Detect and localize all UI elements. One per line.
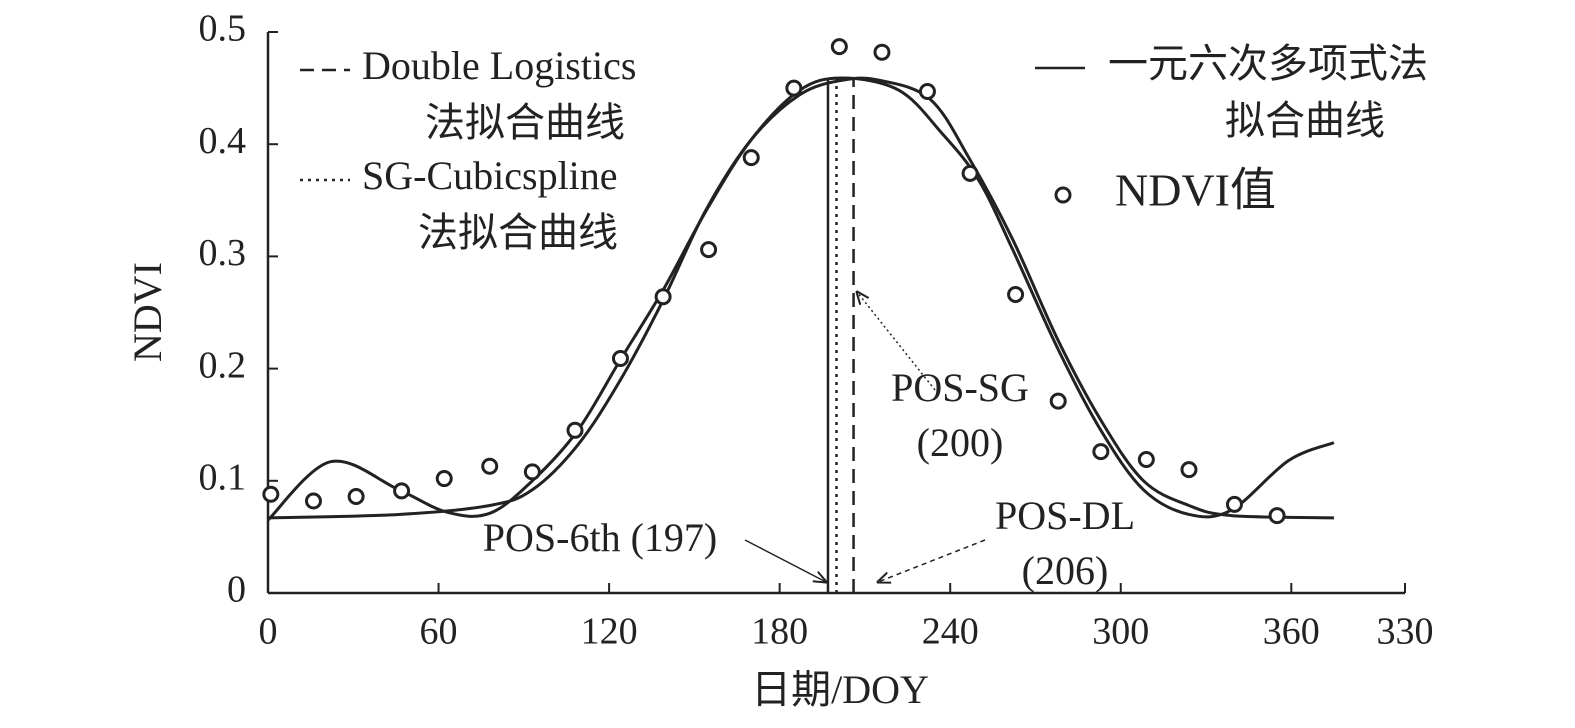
ndvi-point [611,350,629,368]
pos-label: POS-DL [995,493,1135,538]
ndvi-point [347,488,365,506]
ndvi-point [785,79,803,97]
ndvi-point [1180,461,1198,479]
pos-arrow [857,292,936,391]
y-tick-label: 0.3 [199,232,247,274]
x-tick-label: 300 [1092,611,1149,653]
ndvi-point [830,38,848,56]
x-axis-title: 日期/DOY [751,667,929,712]
x-tick-label: 120 [581,611,638,653]
legend-label: 一元六次多项式法 [1108,41,1428,86]
legend-label: 法拟合曲线 [425,100,625,145]
ndvi-point [700,241,718,259]
ndvi-point [1007,286,1025,304]
ndvi-point [566,421,584,439]
pos-label: (200) [917,420,1004,465]
y-axis-title: NDVI [125,262,170,362]
ndvi-point [918,82,936,100]
fit-curve [267,76,1334,520]
x-tick-label: 330 [1377,611,1434,653]
ndvi-point [1092,443,1110,461]
ndvi-point [1268,507,1286,525]
legend-label: Double Logistics [362,43,636,88]
legend-marker [1054,186,1072,204]
y-tick-label: 0.4 [199,120,247,162]
ndvi-point [961,164,979,182]
x-tick-label: 60 [420,611,458,653]
ndvi-point [1225,495,1243,513]
ndvi-point [435,470,453,488]
y-tick-label: 0.1 [199,457,247,499]
x-tick-label: 0 [259,611,278,653]
ndvi-point [481,457,499,475]
pos-label: POS-6th (197) [483,515,717,560]
y-tick-label: 0.5 [199,8,247,50]
x-tick-label: 180 [751,611,808,653]
legend-label: 法拟合曲线 [418,210,618,255]
y-tick-label: 0.2 [199,344,247,386]
ndvi-point [1137,450,1155,468]
ndvi-point [1049,392,1067,410]
pos-arrow [878,539,986,582]
pos-label: (206) [1022,548,1109,593]
ndvi-point [304,492,322,510]
pos-label: POS-SG [891,365,1029,410]
ndvi-point [523,463,541,481]
y-tick-label: 0 [227,569,246,611]
ndvi-point [873,43,891,61]
ndvi-point [393,482,411,500]
ndvi-point [262,485,280,503]
ndvi-point [654,288,672,306]
legend-label: 拟合曲线 [1225,98,1385,143]
ndvi-point [742,149,760,167]
legend-label: SG-Cubicspline [362,153,618,198]
legend-label: NDVI值 [1115,165,1276,216]
x-tick-label: 360 [1263,611,1320,653]
fit-curve [266,76,1335,522]
x-tick-label: 240 [922,611,979,653]
pos-arrow [744,539,826,582]
